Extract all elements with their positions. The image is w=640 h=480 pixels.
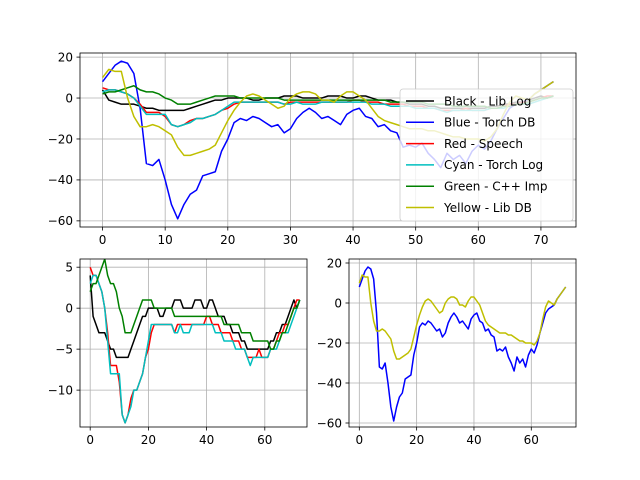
- legend-label-green-c-imp: Green - C++ Imp: [444, 180, 547, 194]
- x-tick-label: 60: [257, 433, 272, 447]
- series-line-blue-torch-db: [358, 266, 567, 422]
- y-tick-label: −10: [48, 383, 73, 397]
- x-tick-label: 0: [86, 433, 94, 447]
- legend: Black - Lib Log Blue - Torch DB Red - Spee…: [399, 88, 574, 222]
- y-tick-label: −40: [317, 376, 342, 390]
- x-tick-label: 60: [524, 433, 539, 447]
- top-chart: 0 10 20 30 40 50 60 70 −60 −40 −20 0 20 Black - Lib L…: [48, 50, 577, 247]
- x-tick-label: 30: [283, 233, 298, 247]
- x-tick-label: 40: [199, 433, 214, 447]
- x-tick-label: 20: [409, 433, 424, 447]
- y-tick-label: 0: [65, 301, 73, 315]
- y-tick-label: −40: [48, 173, 73, 187]
- x-tick-label: 70: [533, 233, 548, 247]
- legend-box: [399, 88, 574, 222]
- x-tick-label: 20: [220, 233, 235, 247]
- y-tick-label: 0: [334, 296, 342, 310]
- x-tick-label: 60: [471, 233, 486, 247]
- y-tick-label: 5: [65, 260, 73, 274]
- bottom-right-chart: 0 20 40 60 −60 −40 −20 0 20: [317, 256, 577, 447]
- axes-frame: [79, 52, 577, 228]
- x-tick-label: 0: [355, 433, 363, 447]
- y-tick-label: 20: [327, 256, 342, 270]
- x-tick-label: 40: [345, 233, 360, 247]
- series-line-green-c-imp: [89, 259, 301, 350]
- bottom-left-chart: 0 20 40 60 −10 −5 0 5: [48, 258, 308, 447]
- legend-label-cyan-torch-log: Cyan - Torch Log: [444, 158, 543, 172]
- series-line-cyan-torch-log: [89, 274, 301, 424]
- x-tick-label: 50: [408, 233, 423, 247]
- x-tick-label: 40: [466, 433, 481, 447]
- series-line-yellow-lib-db: [358, 274, 567, 360]
- y-tick-label: −60: [317, 416, 342, 430]
- series-line-black-lib-log: [89, 275, 301, 359]
- legend-label-blue-torch-db: Blue - Torch DB: [444, 116, 535, 130]
- x-tick-label: 0: [99, 233, 107, 247]
- y-tick-label: 20: [58, 50, 73, 64]
- y-tick-label: 0: [65, 91, 73, 105]
- y-tick-label: −5: [55, 342, 73, 356]
- legend-label-yellow-lib-db: Yellow - Lib DB: [443, 201, 532, 215]
- x-tick-label: 20: [141, 433, 156, 447]
- y-tick-label: −20: [48, 132, 73, 146]
- legend-label-black-lib-log: Black - Lib Log: [444, 94, 531, 108]
- y-tick-label: −20: [317, 336, 342, 350]
- legend-label-red-speech: Red - Speech: [444, 137, 523, 151]
- x-tick-label: 10: [158, 233, 173, 247]
- y-tick-label: −60: [48, 214, 73, 228]
- axes-frame: [79, 258, 308, 428]
